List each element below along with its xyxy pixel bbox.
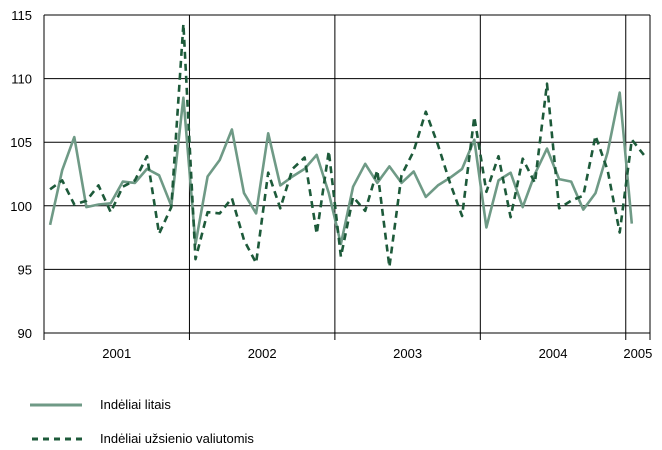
x-tick-label-2004: 2004 — [539, 346, 568, 361]
legend-swatch-dashed — [32, 437, 82, 440]
legend-swatch-solid — [30, 403, 82, 406]
legend-label-valiutomis: Indėliai užsienio valiutomis — [100, 431, 254, 446]
series-line-1 — [49, 22, 645, 269]
y-tick-label-100: 100 — [10, 199, 32, 214]
x-tick-label-2001: 2001 — [102, 346, 131, 361]
legend-item-litais: Indėliai litais — [30, 397, 171, 412]
y-tick-label-90: 90 — [18, 326, 32, 341]
legend-label-litais: Indėliai litais — [100, 397, 171, 412]
y-tick-label-95: 95 — [18, 262, 32, 277]
x-tick-label-2005: 2005 — [623, 346, 652, 361]
x-tick-labels: 2001 2002 2003 2004 2005 — [102, 346, 652, 361]
x-tick-label-2002: 2002 — [248, 346, 277, 361]
axes — [43, 15, 651, 340]
y-tick-label-105: 105 — [10, 135, 32, 150]
x-tick-label-2003: 2003 — [393, 346, 422, 361]
y-tick-label-115: 115 — [11, 8, 32, 23]
series-line-0 — [48, 91, 634, 246]
legend-item-valiutomis: Indėliai užsienio valiutomis — [30, 431, 254, 446]
grid-lines — [44, 14, 650, 340]
y-tick-label-110: 110 — [11, 72, 32, 87]
y-tick-labels: 90 95 100 105 110 115 — [10, 8, 32, 341]
series-lines — [48, 22, 645, 269]
